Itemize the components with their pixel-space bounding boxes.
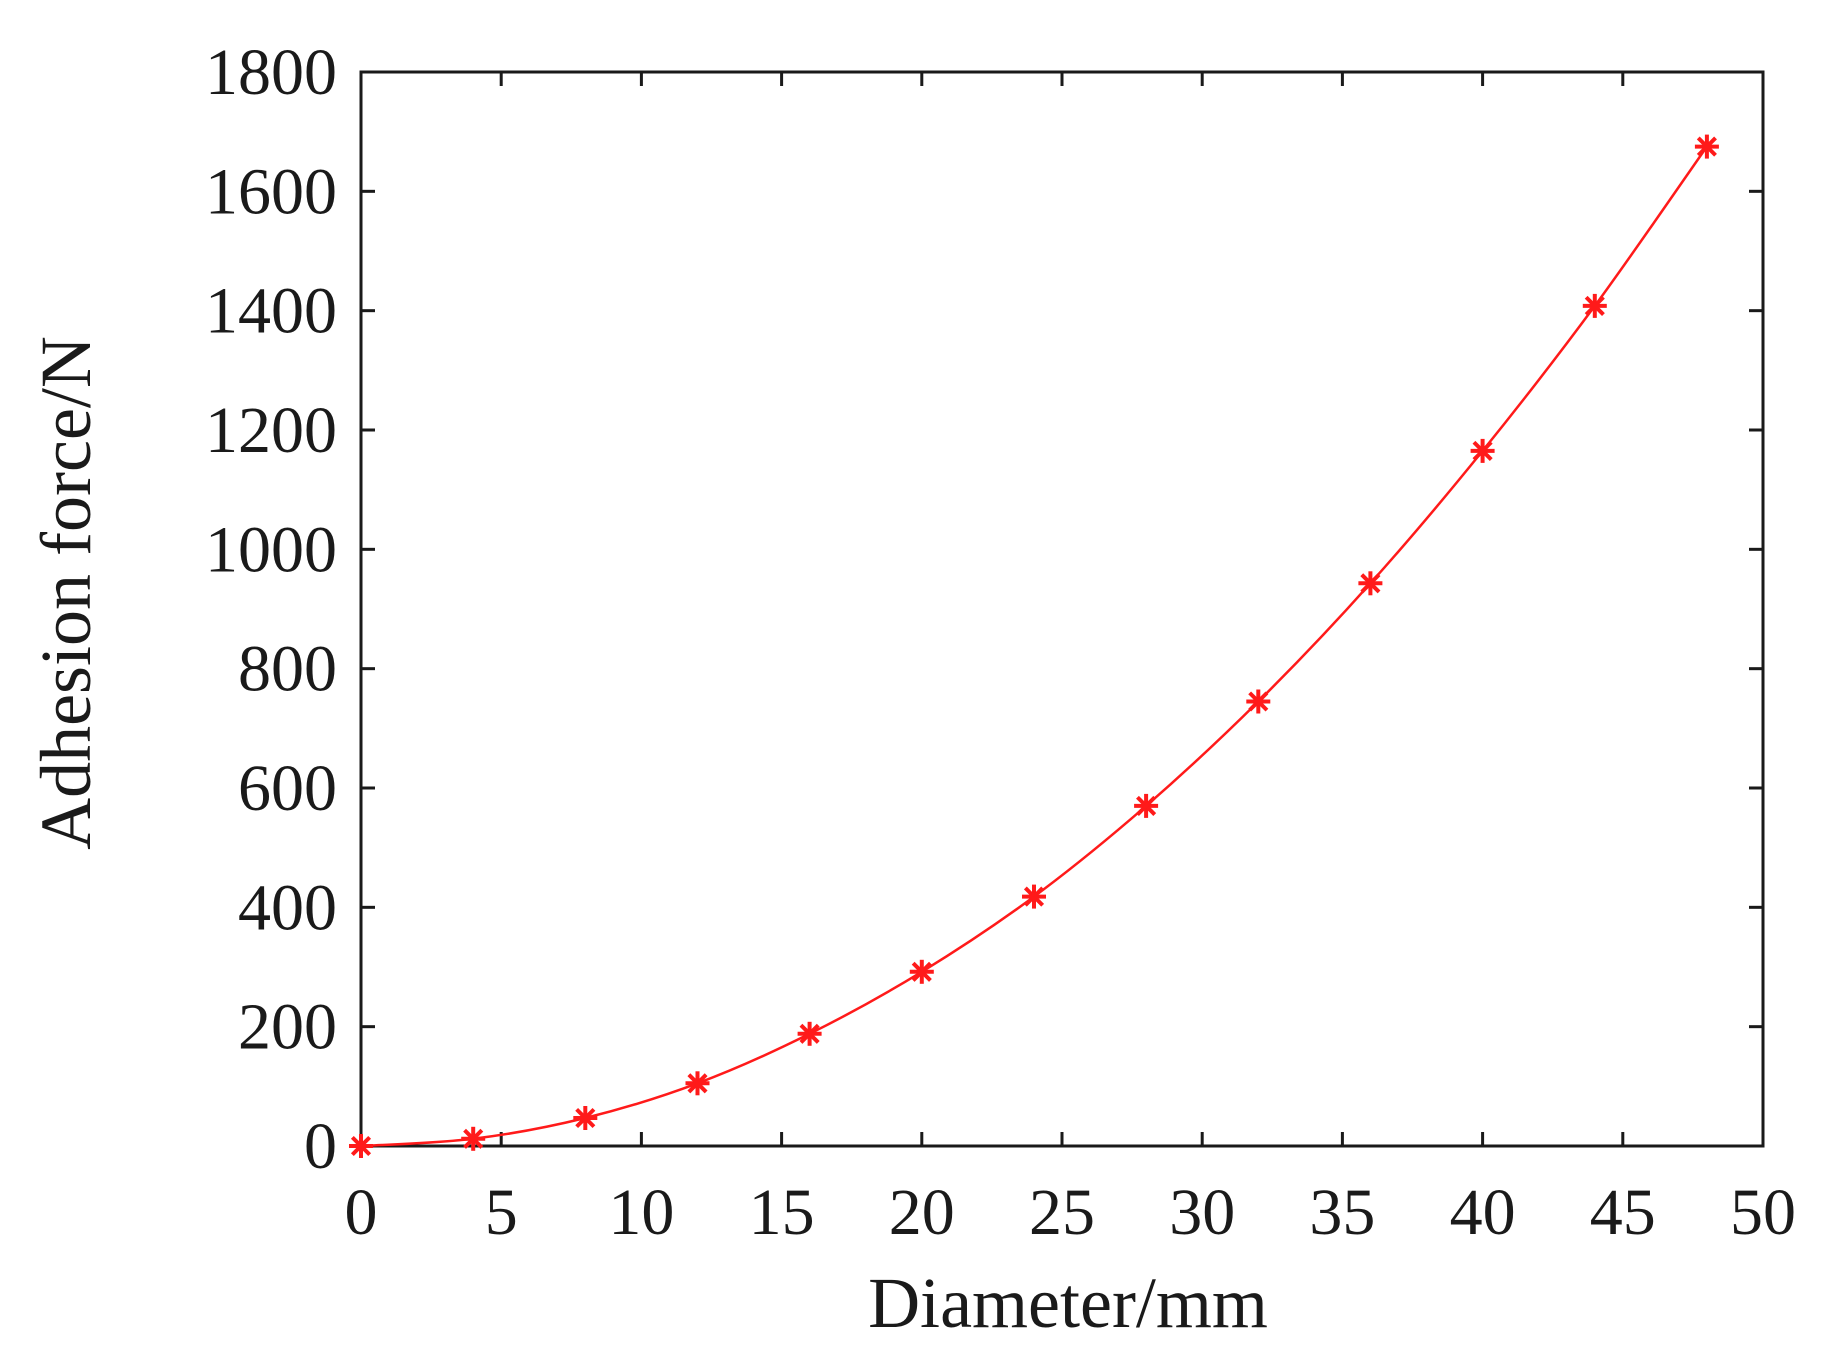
- x-axis: 0 5 10 15 20 25 30 35 40 45 50: [345, 72, 1796, 1249]
- marker-stroke: [1472, 440, 1493, 461]
- x-tick-label: 35: [1309, 1176, 1375, 1249]
- data-point: [685, 1071, 710, 1096]
- y-tick-label: 1200: [205, 394, 337, 467]
- marker-stroke: [350, 1135, 372, 1157]
- marker-stroke: [911, 961, 932, 982]
- x-tick-label: 30: [1169, 1176, 1235, 1249]
- marker-stroke: [575, 1107, 596, 1129]
- y-tick-label: 200: [238, 991, 337, 1064]
- y-tick-label: 800: [238, 633, 337, 706]
- marker-stroke: [1023, 886, 1045, 907]
- marker-stroke: [1696, 136, 1717, 157]
- x-tick-label: 50: [1730, 1176, 1796, 1249]
- marker-stroke: [463, 1128, 484, 1149]
- y-tick-label: 600: [238, 752, 337, 825]
- data-point: [573, 1106, 598, 1130]
- x-axis-title: Diameter/mm: [868, 1263, 1268, 1343]
- marker-stroke: [687, 1073, 708, 1094]
- y-tick-label: 1400: [205, 275, 337, 348]
- marker-stroke: [1248, 691, 1269, 712]
- data-point: [349, 1134, 373, 1158]
- marker-stroke: [1584, 295, 1605, 316]
- marker-stroke: [1360, 573, 1381, 594]
- data-point: [797, 1021, 822, 1046]
- data-point: [1582, 293, 1607, 318]
- marker-stroke: [799, 1023, 820, 1044]
- x-tick-label: 40: [1450, 1176, 1516, 1249]
- series-layer: [349, 134, 1719, 1158]
- x-tick-label: 10: [608, 1176, 674, 1249]
- data-point: [1694, 134, 1719, 159]
- y-axis: 0 200 400 600 800 1000 1200 1400 1600 1800: [205, 36, 1763, 1183]
- y-tick-label: 0: [304, 1110, 337, 1183]
- data-point: [1358, 571, 1383, 596]
- y-tick-label: 1800: [205, 36, 337, 109]
- y-tick-label: 1600: [205, 155, 337, 228]
- data-point: [909, 959, 934, 984]
- data-point: [1246, 689, 1271, 714]
- data-point: [1134, 793, 1159, 818]
- y-tick-label: 1000: [205, 513, 337, 586]
- marker-stroke: [1136, 795, 1157, 816]
- data-point: [1022, 884, 1046, 909]
- x-tick-label: 45: [1590, 1176, 1656, 1249]
- x-tick-label: 0: [345, 1176, 378, 1249]
- data-point: [461, 1126, 486, 1151]
- x-tick-label: 25: [1029, 1176, 1095, 1249]
- x-tick-label: 5: [485, 1176, 518, 1249]
- y-tick-label: 400: [238, 871, 337, 944]
- x-tick-label: 20: [889, 1176, 955, 1249]
- x-tick-label: 15: [749, 1176, 815, 1249]
- series-line: [360, 145, 1708, 1148]
- data-point: [1470, 438, 1495, 463]
- y-axis-title: Adhesion force/N: [26, 336, 106, 850]
